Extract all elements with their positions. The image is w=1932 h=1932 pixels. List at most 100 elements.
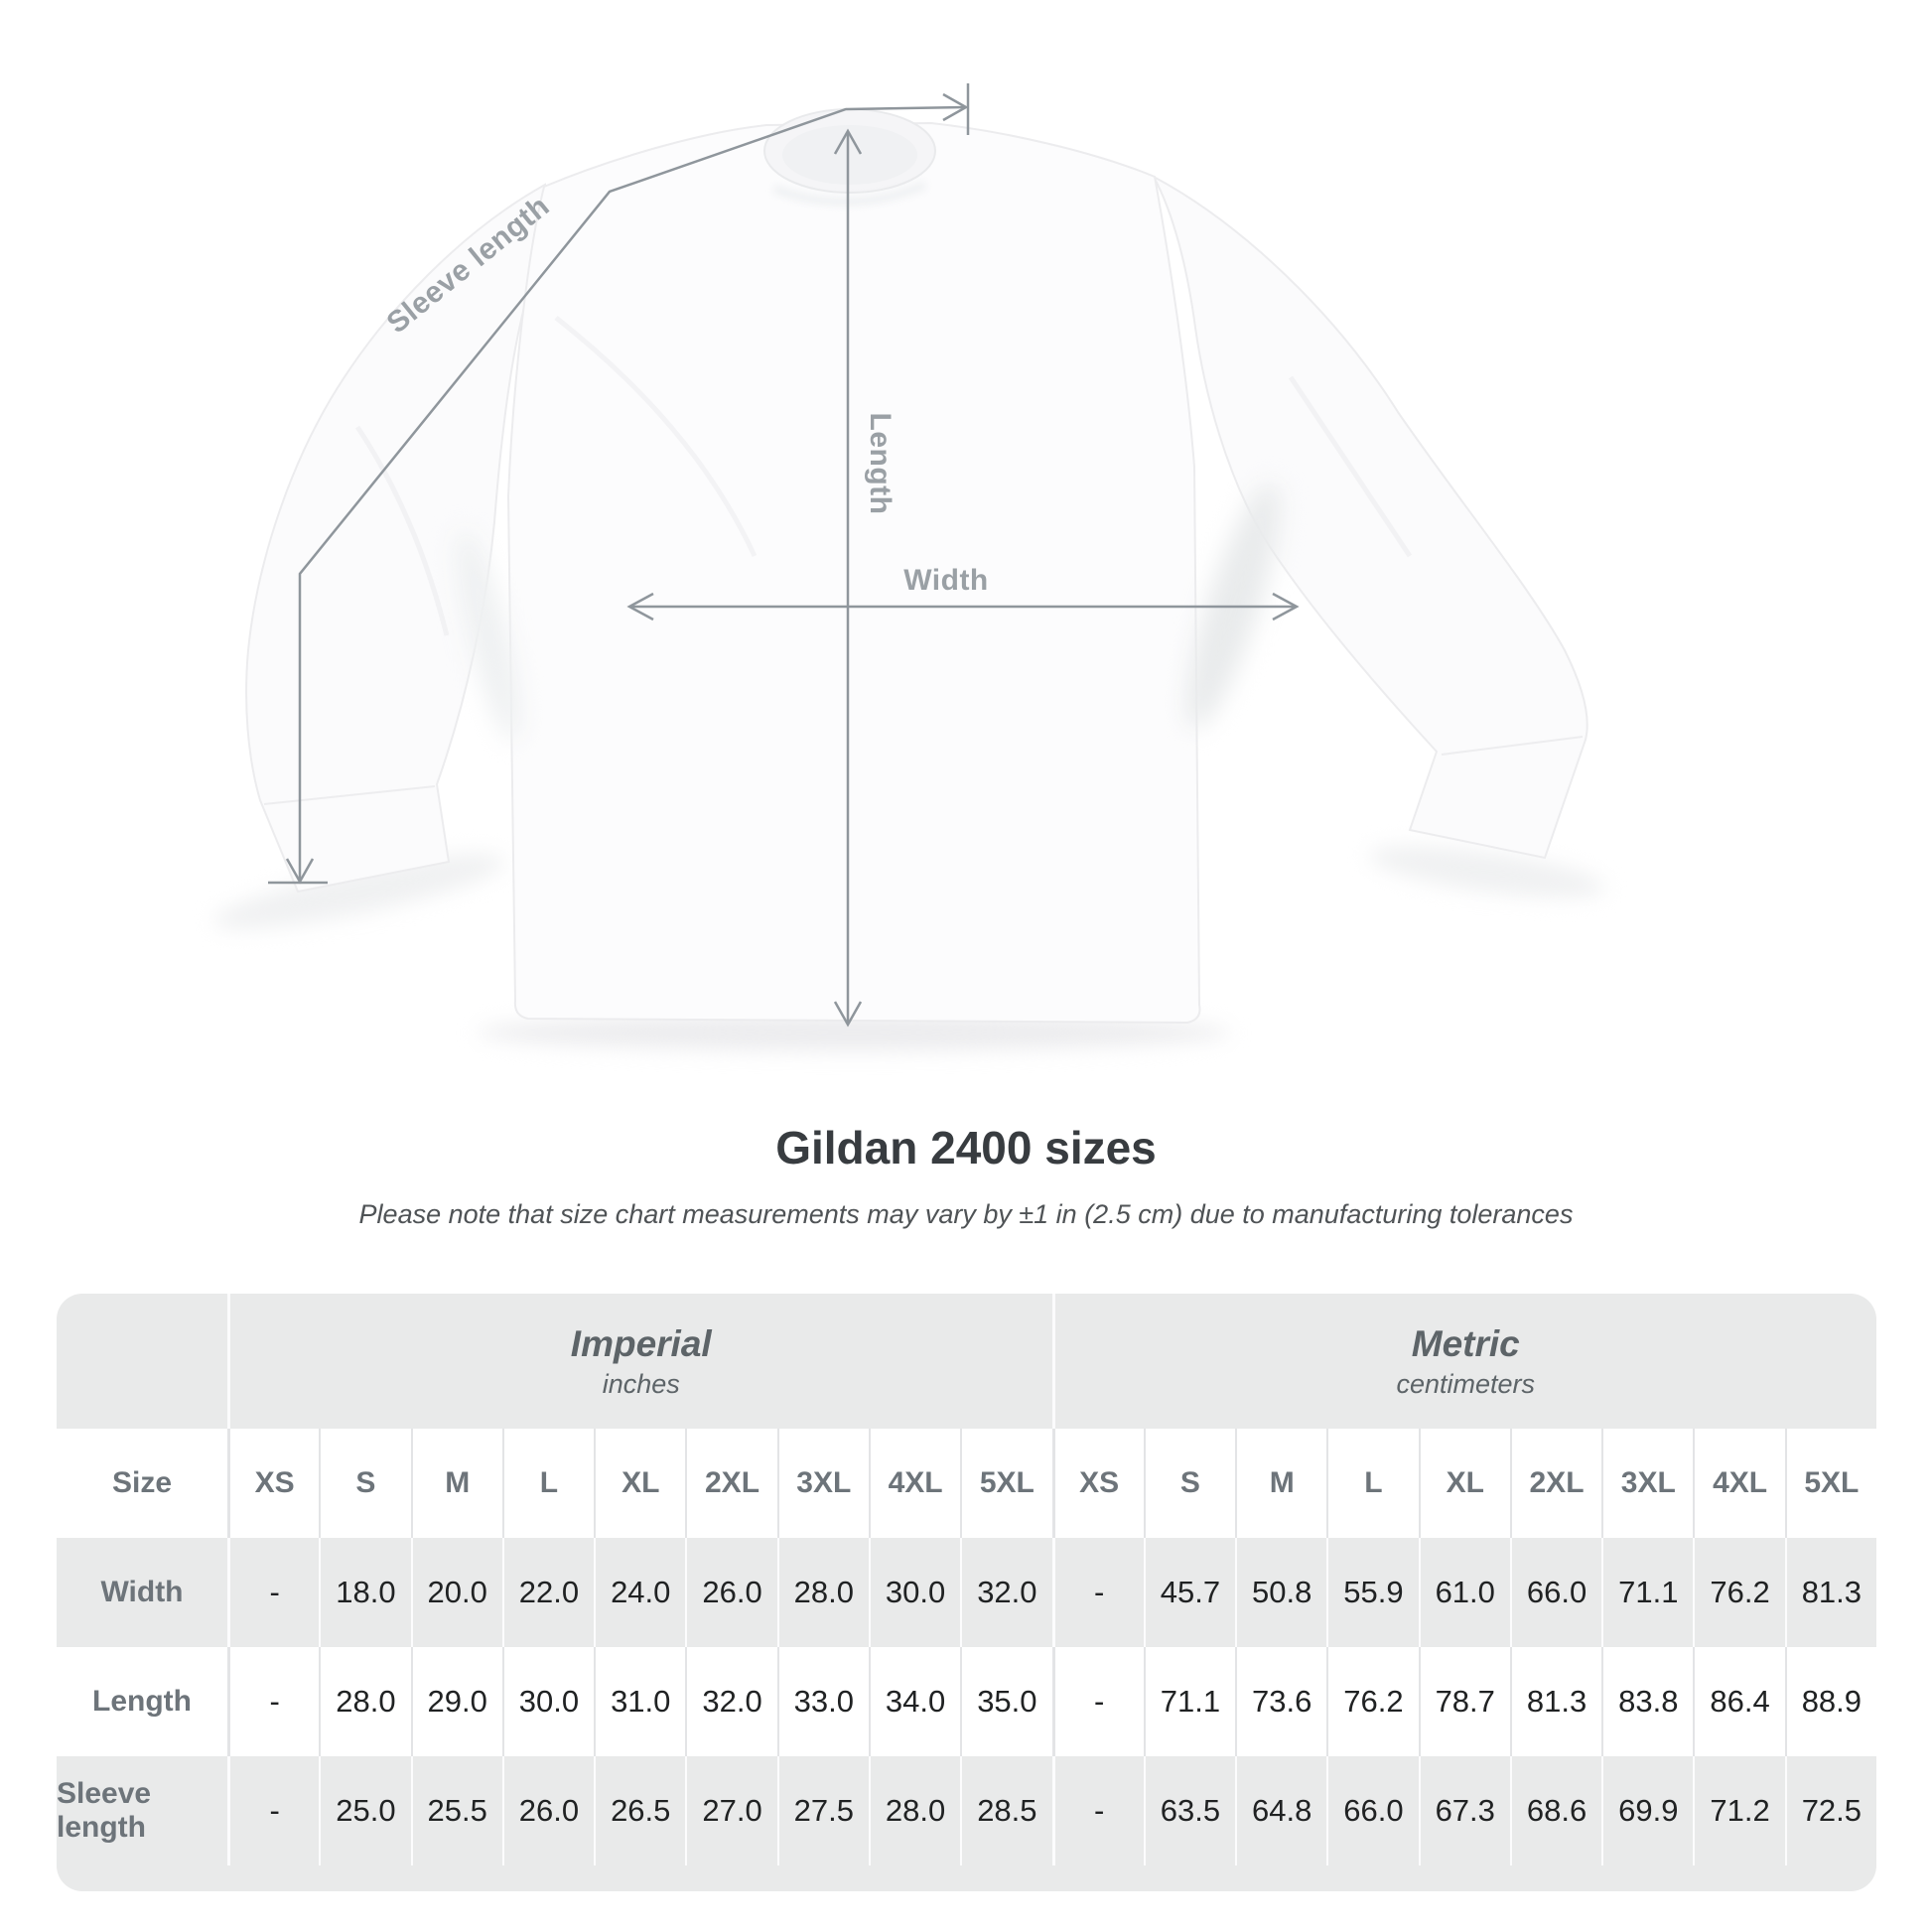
measurement-lines [268,83,1300,1028]
left-underarm-shading [456,529,521,742]
value-cell: 31.0 [594,1647,686,1756]
value-cell: 81.3 [1784,1538,1876,1647]
width-label: Width [903,564,989,597]
value-cell: 45.7 [1143,1538,1235,1647]
collar-opening [782,125,917,185]
size-header-xs: XS [227,1429,320,1538]
imperial-section-header: Imperial inches [227,1294,1052,1429]
value-cell: 32.0 [685,1647,777,1756]
value-cell: 25.5 [410,1756,502,1865]
sleeve-length-line [298,105,966,880]
value-cell: 28.0 [776,1538,869,1647]
left-cuff-seam [263,785,436,805]
size-chart-table: Imperial inches Metric centimeters Size XS S M L… [57,1294,1876,1891]
size-header-4xl: 4XL [868,1429,961,1538]
size-header-3xl: 3XL [1601,1429,1694,1538]
value-cell: 55.9 [1326,1538,1418,1647]
value-cell: 32.0 [960,1538,1051,1647]
value-cell: 76.2 [1693,1538,1784,1647]
size-header-3xl: 3XL [776,1429,869,1538]
body-crease [554,316,758,558]
value-cell: 71.2 [1693,1756,1784,1865]
value-cell: 64.8 [1235,1756,1326,1865]
right-cuff-seam [1441,736,1584,756]
value-cell: 28.0 [319,1647,411,1756]
value-cell: 50.8 [1235,1538,1326,1647]
size-header-5xl: 5XL [1784,1429,1876,1538]
left-sleeve [245,183,546,894]
section-unit: centimeters [1396,1368,1536,1399]
value-cell: - [227,1538,319,1647]
right-sleeve-crease [1288,375,1413,558]
value-cell: 20.0 [410,1538,502,1647]
page-title: Gildan 2400 sizes [775,1122,1157,1173]
value-cell: 24.0 [594,1538,685,1647]
value-cell: 30.0 [868,1538,960,1647]
value-cell: 26.0 [501,1756,594,1865]
value-cell: 25.0 [319,1756,410,1865]
size-header-m: M [410,1429,502,1538]
size-header-2xl: 2XL [685,1429,777,1538]
section-title: Metric [1411,1322,1520,1364]
value-cell: 26.0 [685,1538,776,1647]
value-cell: - [227,1647,320,1756]
value-cell: 35.0 [960,1647,1052,1756]
length-arrowhead-down [833,1001,863,1028]
metric-section-header: Metric centimeters [1051,1294,1877,1429]
value-cell: - [1051,1538,1144,1647]
value-cell: 18.0 [319,1538,410,1647]
section-band-spacer [57,1294,227,1429]
value-cell: 86.4 [1693,1647,1785,1756]
value-cell: - [1051,1647,1144,1756]
value-cell: 28.0 [868,1756,960,1865]
row-label: Sleeve length [57,1777,152,1844]
value-cell: 28.5 [960,1756,1051,1865]
shirt-body [506,121,1201,1025]
section-unit: inches [602,1368,680,1399]
value-cell: 69.9 [1601,1756,1693,1865]
value-cell: 22.0 [501,1538,594,1647]
size-col-header: Size [57,1429,227,1538]
tolerance-note: Please note that size chart measurements… [358,1199,1574,1229]
shirt-measurement-diagram: Sleeve length Length Width [213,83,1605,1050]
size-header-l: L [1326,1429,1419,1538]
value-cell: 68.6 [1509,1756,1601,1865]
value-cell: 76.2 [1326,1647,1419,1756]
size-header-2xl: 2XL [1509,1429,1602,1538]
value-cell: 83.8 [1601,1647,1694,1756]
value-cell: 30.0 [501,1647,595,1756]
value-cell: 27.5 [776,1756,869,1865]
size-header-xl: XL [594,1429,686,1538]
length-arrowhead-up [833,128,863,155]
length-label: Length [864,412,897,515]
left-sleeve-crease [354,425,450,636]
size-header-4xl: 4XL [1693,1429,1785,1538]
value-cell: 78.7 [1418,1647,1510,1756]
collar-shading [772,181,927,207]
value-cell: 27.0 [685,1756,776,1865]
value-cell: 26.5 [594,1756,685,1865]
value-cell: 66.0 [1509,1538,1601,1647]
width-arrowhead-right [1272,592,1300,621]
right-sleeve [1151,174,1588,860]
row-label: Length [57,1647,227,1756]
value-cell: 63.5 [1143,1756,1235,1865]
sleeve-length-arrowhead-right [942,92,969,122]
long-sleeve-shirt-illustration [213,83,1605,1050]
left-cuff-shadow [213,854,505,929]
value-cell: 81.3 [1509,1647,1602,1756]
size-header-xl: XL [1418,1429,1510,1538]
value-cell: 67.3 [1418,1756,1510,1865]
value-cell: 71.1 [1143,1647,1236,1756]
size-header-s: S [1143,1429,1236,1538]
size-header-l: L [501,1429,595,1538]
width-arrowhead-left [626,592,654,621]
value-cell: 71.1 [1601,1538,1693,1647]
value-cell: 29.0 [410,1647,502,1756]
size-header-m: M [1235,1429,1327,1538]
size-header-s: S [319,1429,411,1538]
right-cuff-shadow [1369,846,1605,897]
row-label: Width [100,1576,184,1608]
size-header-xs: XS [1051,1429,1144,1538]
value-cell: 34.0 [868,1647,961,1756]
